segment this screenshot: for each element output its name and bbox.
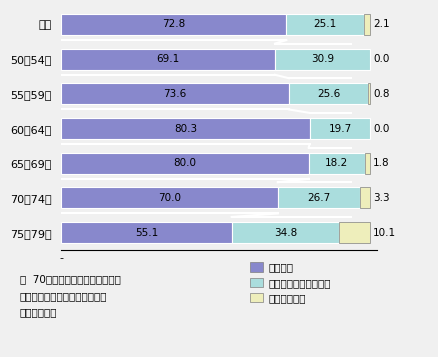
Text: 70.0: 70.0 — [158, 193, 181, 203]
Bar — [289, 84, 368, 104]
Text: 72.8: 72.8 — [162, 20, 185, 30]
Text: 30.9: 30.9 — [311, 54, 334, 64]
Text: 34.8: 34.8 — [274, 227, 297, 237]
Text: 0.0: 0.0 — [373, 54, 389, 64]
Text: ・  70代後半では、「自分以外が
　調理を担当」という回答が１
　割を超えた: ・ 70代後半では、「自分以外が 調理を担当」という回答が１ 割を超えた — [20, 275, 120, 317]
Bar — [61, 187, 278, 208]
Text: 3.3: 3.3 — [373, 193, 389, 203]
Bar — [61, 49, 275, 70]
Text: 1.8: 1.8 — [373, 158, 389, 168]
Text: 19.7: 19.7 — [328, 124, 352, 134]
Bar — [278, 187, 360, 208]
Bar — [61, 222, 232, 243]
Bar — [61, 153, 309, 174]
Bar — [232, 222, 339, 243]
Text: 55.1: 55.1 — [135, 227, 158, 237]
Bar — [310, 118, 371, 139]
Bar — [286, 14, 364, 35]
Bar — [309, 153, 365, 174]
Text: 18.2: 18.2 — [325, 158, 348, 168]
Bar — [61, 14, 286, 35]
Text: 25.6: 25.6 — [317, 89, 340, 99]
Bar — [61, 84, 289, 104]
Text: 80.0: 80.0 — [173, 158, 197, 168]
Text: 73.6: 73.6 — [163, 89, 187, 99]
Bar — [364, 14, 371, 35]
Text: 69.1: 69.1 — [156, 54, 180, 64]
Bar — [339, 222, 371, 243]
Text: 0.8: 0.8 — [373, 89, 389, 99]
Text: 25.1: 25.1 — [314, 20, 337, 30]
Text: 26.7: 26.7 — [307, 193, 331, 203]
Text: 80.3: 80.3 — [174, 124, 197, 134]
Bar — [360, 187, 371, 208]
Text: 10.1: 10.1 — [373, 227, 396, 237]
Text: 0.0: 0.0 — [373, 124, 389, 134]
Bar — [365, 153, 371, 174]
Bar — [275, 49, 371, 70]
Bar — [61, 118, 310, 139]
Legend: 自分のみ, 自分＋自分以外の共同, 自分以外のみ: 自分のみ, 自分＋自分以外の共同, 自分以外のみ — [251, 262, 331, 303]
Text: 2.1: 2.1 — [373, 20, 389, 30]
Bar — [368, 84, 371, 104]
